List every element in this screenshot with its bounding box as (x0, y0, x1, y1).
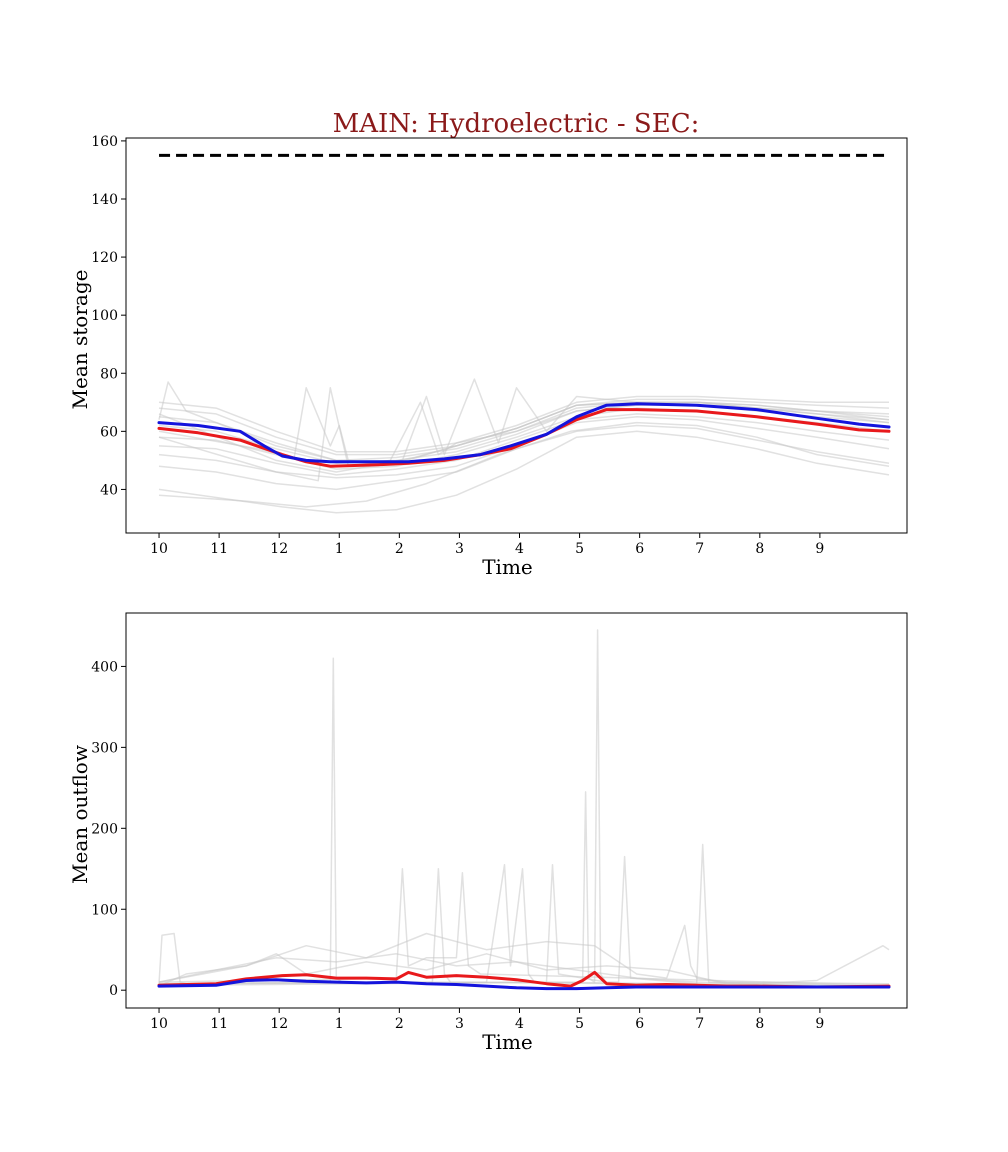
outflow-background-line-2 (158, 863, 890, 987)
storage-x-tick-label: 3 (455, 541, 464, 557)
chart-title: MAIN: Hydroelectric - SEC: (333, 109, 700, 139)
storage-x-tick-label: 1 (335, 541, 344, 557)
outflow-x-tick-label: 1 (335, 1016, 344, 1032)
storage-y-axis-label: Mean storage (68, 270, 92, 410)
storage-x-axis: 10 11 12 1 2 3 4 5 6 7 8 9 (150, 533, 824, 557)
outflow-background-line-4 (158, 843, 890, 987)
outflow-y-tick-label: 100 (91, 902, 118, 918)
storage-x-tick-label: 8 (755, 541, 764, 557)
storage-y-tick-label: 60 (100, 424, 118, 440)
storage-main-lines (157, 402, 891, 468)
outflow-x-tick-label: 3 (455, 1016, 464, 1032)
storage-x-axis-label: Time (482, 555, 533, 579)
outflow-main-lines (157, 970, 891, 991)
storage-x-tick-label: 6 (635, 541, 644, 557)
storage-x-tick-label: 5 (575, 541, 584, 557)
storage-background-lines (158, 378, 890, 514)
outflow-background-line-7 (158, 953, 890, 987)
storage-background-line-4 (158, 413, 890, 476)
storage-y-tick-label: 80 (100, 366, 118, 382)
outflow-x-tick-label: 9 (815, 1016, 824, 1032)
outflow-x-tick-label: 8 (755, 1016, 764, 1032)
outflow-x-tick-label: 10 (150, 1016, 168, 1032)
outflow-y-axis-label: Mean outflow (68, 745, 92, 884)
outflow-x-tick-label: 5 (575, 1016, 584, 1032)
outflow-y-axis: 0 100 200 300 400 (91, 659, 126, 999)
storage-series-line-1 (157, 402, 891, 464)
storage-y-tick-label: 100 (91, 308, 118, 324)
outflow-background-line-6 (158, 944, 890, 985)
outflow-plot-frame (125, 612, 908, 1009)
storage-y-tick-label: 40 (100, 482, 118, 498)
outflow-background-line-5 (158, 924, 890, 985)
outflow-y-tick-label: 300 (91, 740, 118, 756)
outflow-x-axis-label: Time (482, 1030, 533, 1054)
outflow-series-line-1 (157, 978, 891, 991)
storage-y-tick-label: 160 (91, 134, 118, 150)
storage-background-line-5 (158, 407, 890, 470)
outflow-x-tick-label: 7 (695, 1016, 704, 1032)
outflow-x-tick-label: 2 (395, 1016, 404, 1032)
outflow-x-tick-label: 6 (635, 1016, 644, 1032)
outflow-background-line-0 (158, 657, 890, 987)
outflow-y-tick-label: 0 (109, 983, 118, 999)
outflow-x-tick-label: 12 (270, 1016, 288, 1032)
storage-x-tick-label: 9 (815, 541, 824, 557)
storage-plot-frame (125, 137, 908, 534)
outflow-background-line-1 (158, 629, 890, 987)
storage-x-tick-label: 12 (270, 541, 288, 557)
storage-background-line-0 (158, 430, 890, 514)
outflow-y-tick-label: 200 (91, 821, 118, 837)
storage-x-tick-label: 11 (210, 541, 228, 557)
storage-y-tick-label: 140 (91, 192, 118, 208)
outflow-y-tick-label: 400 (91, 659, 118, 675)
outflow-x-axis: 10 11 12 1 2 3 4 5 6 7 8 9 (150, 1008, 824, 1032)
storage-background-line-9 (158, 395, 889, 453)
outflow-series-line-0 (157, 970, 891, 989)
outflow-x-tick-label: 11 (210, 1016, 228, 1032)
storage-x-tick-label: 7 (695, 541, 704, 557)
storage-x-tick-label: 4 (515, 541, 524, 557)
outflow-x-tick-label: 4 (515, 1016, 524, 1032)
storage-y-tick-label: 120 (91, 250, 118, 266)
storage-background-line-2 (158, 424, 890, 491)
storage-x-tick-label: 2 (395, 541, 404, 557)
storage-x-tick-label: 10 (150, 541, 168, 557)
outflow-background-line-3 (158, 868, 890, 987)
storage-y-axis: 40 60 80 100 120 140 160 (91, 134, 126, 498)
outflow-background-lines (158, 629, 890, 987)
